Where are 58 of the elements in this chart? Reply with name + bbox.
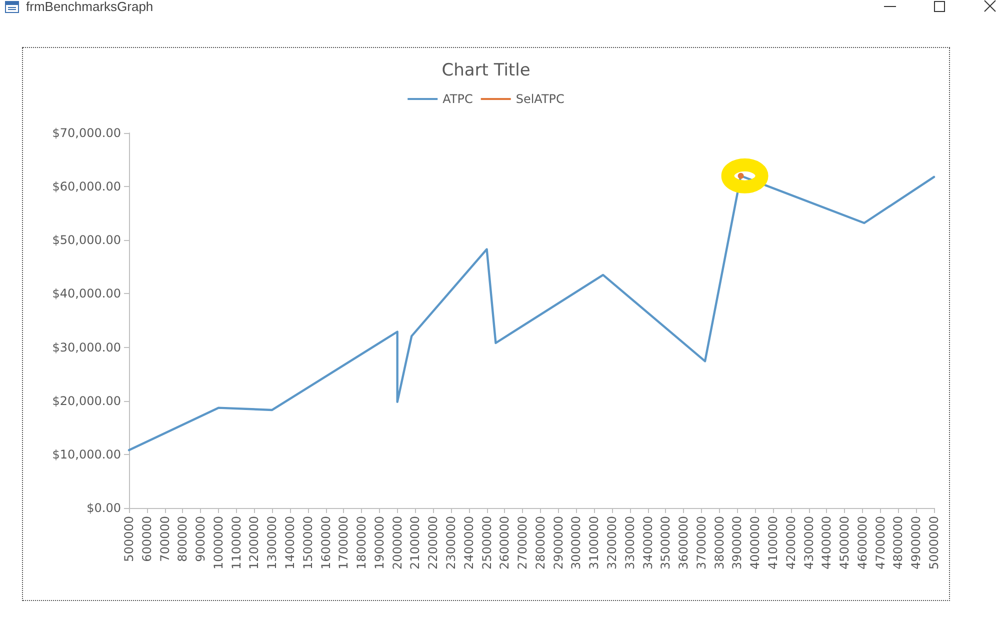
x-tick-label: 3000000: [569, 516, 584, 570]
x-tick-label: 1600000: [318, 516, 333, 570]
x-tick-label: 3500000: [658, 516, 673, 570]
x-tick-label: 2000000: [390, 516, 404, 570]
x-tick-label: 1700000: [336, 516, 351, 570]
x-tick-label: 2400000: [462, 516, 476, 570]
x-tick-label: 3900000: [730, 516, 744, 570]
y-tick-label: $10,000.00: [52, 447, 121, 462]
x-tick-label: 2500000: [480, 516, 494, 570]
legend-label: SelATPC: [516, 92, 564, 106]
x-tick-label: 4700000: [873, 516, 888, 570]
text: frmBenchmarksGraph: [26, 0, 154, 14]
x-tick-label: 1500000: [300, 516, 315, 570]
x-tick-label: 3100000: [587, 516, 602, 570]
x-tick-label: 800000: [176, 516, 190, 562]
x-tick-label: 2200000: [426, 516, 440, 570]
x-tick-label: 1900000: [372, 516, 386, 570]
x-tick-label: 4900000: [909, 516, 924, 570]
x-tick-label: 900000: [194, 516, 208, 562]
y-tick-label: $50,000.00: [52, 233, 121, 248]
x-tick-label: 3800000: [712, 516, 726, 570]
y-tick-label: $70,000.00: [52, 126, 121, 140]
x-tick-label: 4800000: [891, 516, 906, 570]
x-tick-label: 4600000: [855, 516, 870, 570]
x-tick-label: 3300000: [622, 516, 637, 570]
x-tick-label: 4000000: [748, 516, 762, 570]
y-tick-label: $20,000.00: [52, 394, 121, 408]
x-tick-label: 4200000: [784, 516, 798, 570]
x-tick-label: 2100000: [408, 516, 422, 570]
x-tick-label: 1400000: [283, 516, 297, 570]
x-tick-label: 2800000: [533, 516, 548, 570]
chart-title: Chart Title: [442, 60, 530, 80]
x-tick-label: 2300000: [444, 516, 458, 570]
x-tick-label: 4300000: [802, 516, 816, 570]
x-tick-label: 3700000: [694, 516, 708, 570]
x-tick-label: 3200000: [605, 516, 619, 570]
x-tick-label: 1300000: [265, 516, 280, 570]
legend-label: ATPC: [442, 92, 473, 106]
x-tick-label: 2700000: [516, 516, 530, 570]
y-tick-label: $60,000.00: [52, 180, 121, 194]
y-tick-label: $30,000.00: [52, 340, 121, 354]
x-tick-label: 1200000: [247, 516, 262, 570]
x-tick-label: 5000000: [927, 516, 941, 570]
x-tick-label: 1000000: [211, 516, 226, 570]
x-tick-label: 4500000: [838, 516, 852, 570]
x-tick-label: 3400000: [640, 516, 655, 570]
x-tick-label: 2900000: [551, 516, 566, 570]
x-tick-label: 1100000: [229, 516, 244, 570]
x-tick-label: 2600000: [498, 516, 512, 570]
y-tick-label: $40,000.00: [52, 286, 121, 301]
x-tick-label: 4400000: [820, 516, 834, 570]
x-tick-label: 4100000: [766, 516, 780, 570]
x-tick-label: 500000: [122, 516, 136, 562]
x-tick-label: 3600000: [676, 516, 691, 570]
x-tick-label: 600000: [140, 516, 154, 562]
x-tick-label: 1800000: [354, 516, 369, 570]
x-tick-label: 700000: [158, 516, 172, 562]
y-tick-label: $0.00: [86, 501, 121, 515]
